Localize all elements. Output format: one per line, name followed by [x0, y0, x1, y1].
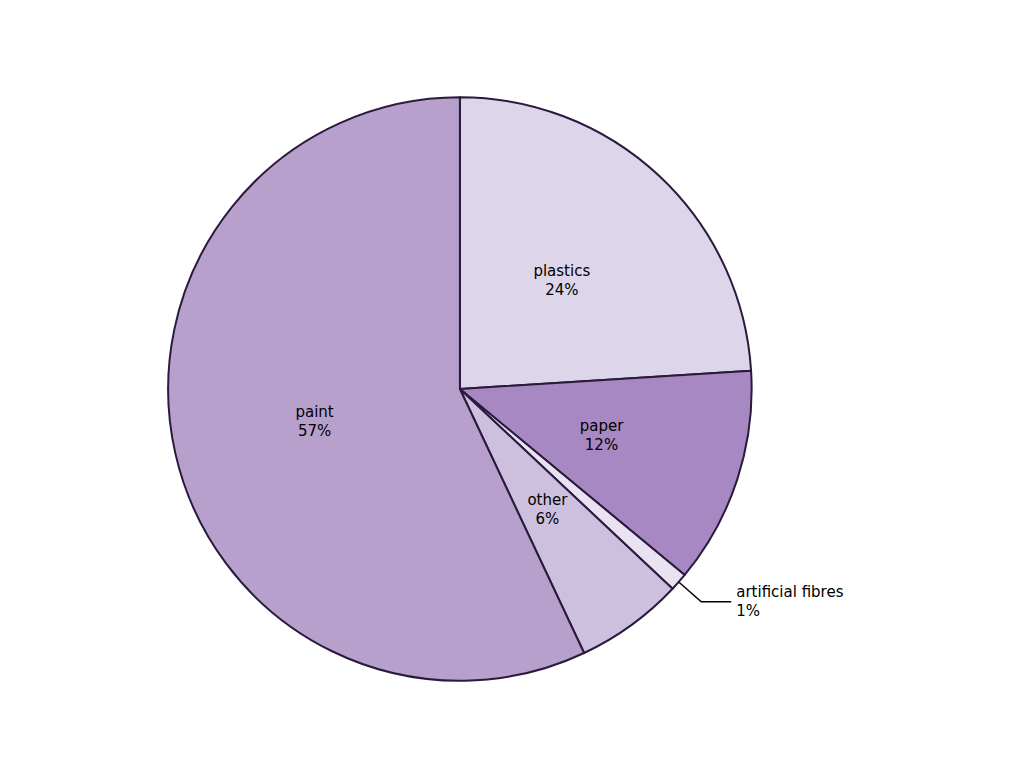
svg-text:57%: 57%	[298, 422, 331, 440]
svg-text:24%: 24%	[545, 281, 578, 299]
svg-text:paper: paper	[580, 417, 624, 435]
svg-text:paint: paint	[295, 403, 333, 421]
svg-text:artificial fibres: artificial fibres	[736, 583, 843, 601]
svg-text:12%: 12%	[585, 436, 618, 454]
svg-text:1%: 1%	[736, 602, 760, 620]
svg-text:6%: 6%	[536, 510, 560, 528]
svg-text:plastics: plastics	[533, 262, 590, 280]
svg-text:other: other	[527, 491, 568, 509]
